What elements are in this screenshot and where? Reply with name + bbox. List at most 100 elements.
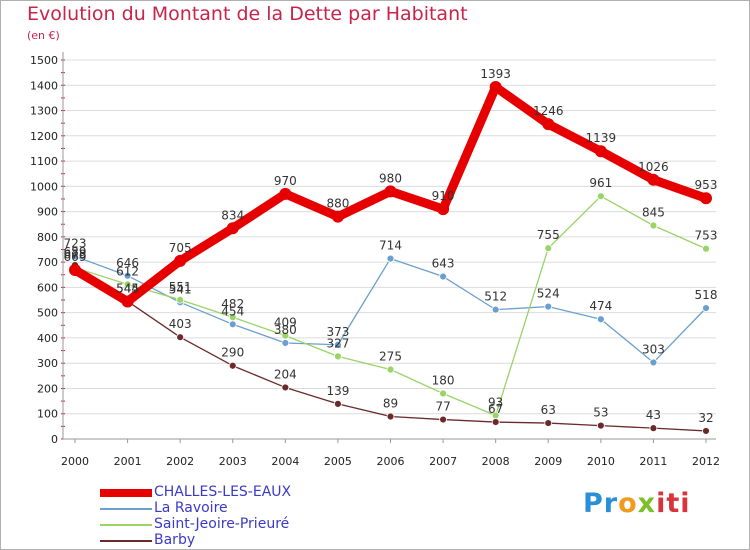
data-labels: 723 646 541 454 380 373 714 643 512 524 474 303 518 6…: [64, 67, 718, 425]
data-point: [439, 272, 447, 281]
data-label: 544: [116, 282, 139, 296]
data-label: 380: [274, 323, 297, 337]
y-tick-label: 1400: [30, 79, 58, 92]
data-point: [384, 185, 397, 198]
data-point: [437, 203, 450, 216]
data-point: [439, 389, 447, 398]
data-point: [489, 81, 502, 94]
data-label: 714: [379, 239, 402, 253]
data-point: [228, 313, 237, 322]
legend-label: Barby: [154, 532, 196, 548]
data-label: 327: [326, 336, 349, 350]
data-label: 474: [589, 299, 612, 313]
x-tick-label: 2009: [534, 455, 562, 468]
logo-part: o: [618, 488, 638, 519]
x-tick-label: 2002: [166, 455, 194, 468]
legend-label: Saint-Jeoire-Prieuré: [154, 516, 290, 532]
data-point: [439, 415, 447, 424]
data-point: [174, 254, 187, 267]
data-point: [594, 145, 607, 158]
data-point: [649, 358, 658, 367]
data-label: 63: [541, 403, 556, 417]
y-tick-label: 700: [37, 256, 58, 269]
y-tick-label: 1000: [30, 180, 58, 193]
data-label: 482: [221, 297, 244, 311]
data-point: [596, 192, 605, 201]
chart-subtitle: (en €): [27, 29, 60, 42]
data-point: [596, 421, 605, 430]
data-point: [544, 419, 553, 427]
y-tick-label: 1300: [30, 105, 58, 118]
data-label: 545: [116, 281, 139, 295]
data-label: 275: [379, 350, 402, 364]
x-tick-label: 2000: [61, 455, 89, 468]
data-point: [491, 418, 500, 426]
data-point: [386, 365, 395, 374]
data-label: 723: [64, 236, 87, 250]
data-point: [700, 192, 712, 205]
data-label: 1139: [586, 131, 617, 145]
logo-part: x: [637, 488, 657, 519]
data-point: [491, 305, 500, 314]
data-point: [121, 295, 134, 308]
data-point: [279, 187, 292, 200]
data-point: [544, 244, 553, 253]
data-point: [176, 295, 185, 304]
data-point: [386, 254, 395, 263]
data-label: 646: [116, 256, 139, 270]
y-tick-label: 600: [37, 281, 58, 294]
x-tick-label: 2004: [271, 455, 299, 468]
data-point: [281, 331, 290, 340]
data-label: 689: [64, 245, 87, 259]
data-point: [334, 340, 342, 349]
data-label: 705: [169, 241, 192, 255]
x-tick-label: 2012: [692, 455, 720, 468]
data-point: [647, 173, 660, 186]
x-tick-label: 2011: [639, 455, 667, 468]
data-point: [69, 263, 81, 276]
data-label: 1246: [533, 104, 564, 118]
data-label: 970: [274, 174, 297, 188]
data-label: 53: [593, 406, 608, 420]
data-label: 1026: [638, 160, 669, 174]
y-tick-label: 500: [37, 307, 58, 320]
x-tick-label: 2008: [482, 455, 510, 468]
data-point: [544, 302, 553, 311]
data-label: 551: [169, 280, 192, 294]
y-tick-label: 800: [37, 231, 58, 244]
data-label: 753: [695, 229, 718, 243]
data-point: [281, 339, 290, 347]
data-label: 180: [432, 374, 455, 388]
y-tick-label: 100: [37, 408, 58, 421]
data-label: 204: [274, 367, 297, 381]
data-point: [281, 383, 290, 392]
x-tick-label: 2005: [324, 455, 352, 468]
data-label: 755: [537, 228, 560, 242]
y-tick-label: 900: [37, 206, 58, 219]
data-label: 643: [432, 257, 455, 271]
data-point: [649, 221, 658, 230]
chart-title: Evolution du Montant de la Dette par Hab…: [27, 3, 468, 25]
data-point: [702, 304, 710, 313]
data-label: 678: [64, 248, 87, 262]
data-point: [702, 244, 710, 253]
data-label: 303: [642, 342, 665, 356]
data-point: [334, 352, 342, 361]
data-point: [176, 333, 185, 342]
data-label: 880: [326, 197, 349, 211]
legend-item: Barby: [100, 532, 400, 548]
y-tick-label: 400: [37, 332, 58, 345]
data-point: [226, 222, 239, 235]
data-point: [123, 280, 132, 289]
data-point: [331, 210, 344, 223]
y-tick-label: 1500: [30, 54, 58, 67]
logo-part: iti: [656, 488, 691, 519]
data-point: [702, 427, 710, 435]
data-label: 1393: [480, 67, 511, 81]
data-label: 93: [488, 396, 503, 410]
x-tick-label: 2006: [377, 455, 405, 468]
y-tick-label: 300: [37, 357, 58, 370]
x-tick-label: 2003: [219, 455, 247, 468]
legend-swatch: [100, 508, 152, 510]
